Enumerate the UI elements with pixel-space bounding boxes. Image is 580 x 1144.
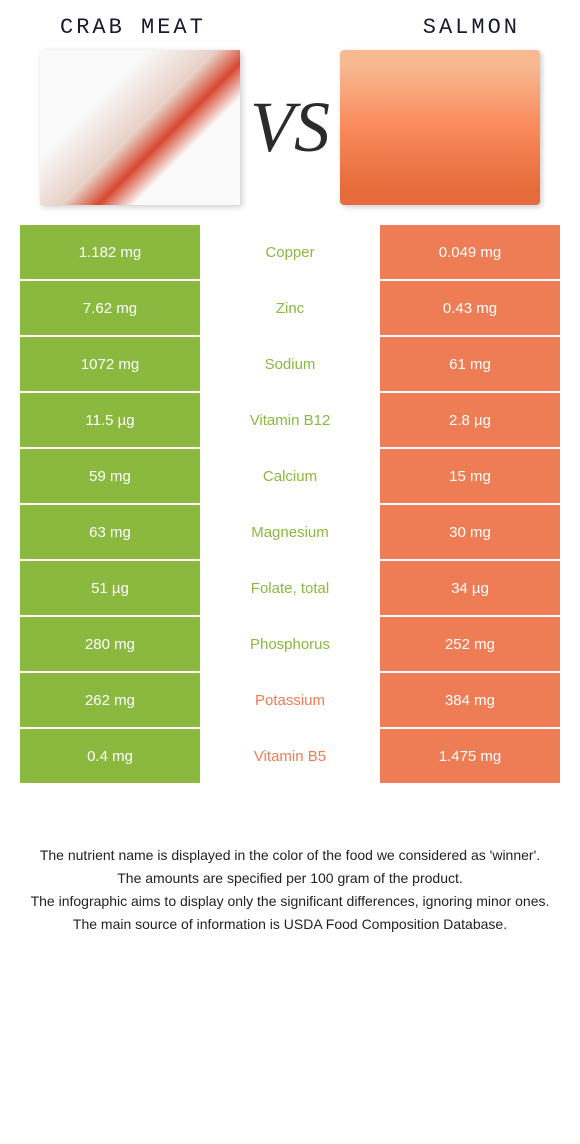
- table-row: 1.182 mgCopper0.049 mg: [20, 225, 560, 279]
- left-value-cell: 1.182 mg: [20, 225, 200, 279]
- right-value-cell: 2.8 µg: [380, 393, 560, 447]
- footnote-line: The infographic aims to display only the…: [30, 891, 550, 912]
- right-value-cell: 61 mg: [380, 337, 560, 391]
- images-row: VS: [0, 50, 580, 225]
- footnote-line: The main source of information is USDA F…: [30, 914, 550, 935]
- table-row: 63 mgMagnesium30 mg: [20, 505, 560, 559]
- table-row: 1072 mgSodium61 mg: [20, 337, 560, 391]
- footnotes: The nutrient name is displayed in the co…: [0, 785, 580, 977]
- nutrient-label-cell: Vitamin B12: [200, 393, 380, 447]
- table-row: 262 mgPotassium384 mg: [20, 673, 560, 727]
- nutrient-label-cell: Phosphorus: [200, 617, 380, 671]
- left-value-cell: 63 mg: [20, 505, 200, 559]
- footnote-line: The amounts are specified per 100 gram o…: [30, 868, 550, 889]
- crab-meat-image: [40, 50, 240, 205]
- comparison-table: 1.182 mgCopper0.049 mg7.62 mgZinc0.43 mg…: [0, 225, 580, 783]
- left-food-title: CRAB MEAT: [60, 15, 206, 40]
- right-value-cell: 0.049 mg: [380, 225, 560, 279]
- right-value-cell: 1.475 mg: [380, 729, 560, 783]
- left-value-cell: 1072 mg: [20, 337, 200, 391]
- vs-label: VS: [250, 86, 330, 169]
- nutrient-label-cell: Sodium: [200, 337, 380, 391]
- left-value-cell: 0.4 mg: [20, 729, 200, 783]
- left-value-cell: 262 mg: [20, 673, 200, 727]
- table-row: 280 mgPhosphorus252 mg: [20, 617, 560, 671]
- footnote-line: The nutrient name is displayed in the co…: [30, 845, 550, 866]
- nutrient-label-cell: Vitamin B5: [200, 729, 380, 783]
- nutrient-label-cell: Calcium: [200, 449, 380, 503]
- left-value-cell: 51 µg: [20, 561, 200, 615]
- right-value-cell: 15 mg: [380, 449, 560, 503]
- header: CRAB MEAT SALMON: [0, 0, 580, 50]
- table-row: 7.62 mgZinc0.43 mg: [20, 281, 560, 335]
- left-value-cell: 59 mg: [20, 449, 200, 503]
- nutrient-label-cell: Copper: [200, 225, 380, 279]
- right-value-cell: 384 mg: [380, 673, 560, 727]
- left-value-cell: 11.5 µg: [20, 393, 200, 447]
- right-value-cell: 34 µg: [380, 561, 560, 615]
- nutrient-label-cell: Potassium: [200, 673, 380, 727]
- right-value-cell: 252 mg: [380, 617, 560, 671]
- table-row: 51 µgFolate, total34 µg: [20, 561, 560, 615]
- table-row: 59 mgCalcium15 mg: [20, 449, 560, 503]
- right-value-cell: 30 mg: [380, 505, 560, 559]
- table-row: 0.4 mgVitamin B51.475 mg: [20, 729, 560, 783]
- right-value-cell: 0.43 mg: [380, 281, 560, 335]
- left-value-cell: 7.62 mg: [20, 281, 200, 335]
- nutrient-label-cell: Folate, total: [200, 561, 380, 615]
- nutrient-label-cell: Magnesium: [200, 505, 380, 559]
- right-food-title: SALMON: [423, 15, 520, 40]
- nutrient-label-cell: Zinc: [200, 281, 380, 335]
- left-value-cell: 280 mg: [20, 617, 200, 671]
- table-row: 11.5 µgVitamin B122.8 µg: [20, 393, 560, 447]
- salmon-image: [340, 50, 540, 205]
